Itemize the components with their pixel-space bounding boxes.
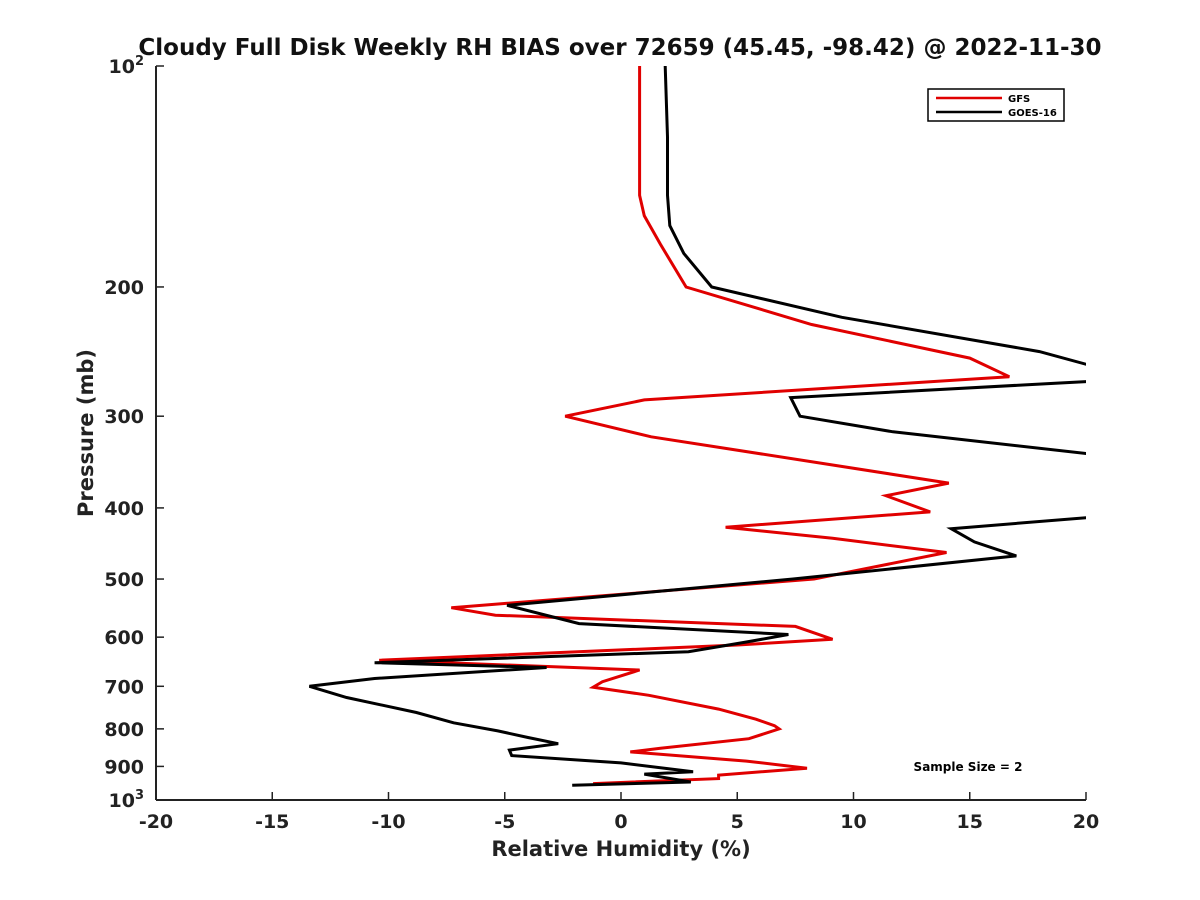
y-tick-label: 900 xyxy=(104,756,144,778)
x-tick-label: 15 xyxy=(957,811,983,833)
x-axis-label: Relative Humidity (%) xyxy=(491,837,750,861)
y-tick-label: 200 xyxy=(104,277,144,299)
chart-title: Cloudy Full Disk Weekly RH BIAS over 726… xyxy=(138,35,1101,61)
y-tick-label: 500 xyxy=(104,569,144,591)
legend: GFS GOES-16 xyxy=(927,88,1065,122)
y-tick-label: 800 xyxy=(104,719,144,741)
y-tick-label: 600 xyxy=(104,627,144,649)
legend-label: GFS xyxy=(1008,94,1030,105)
y-axis-label: Pressure (mb) xyxy=(74,349,98,517)
legend-label: GOES-16 xyxy=(1008,108,1057,119)
x-tick-label: 10 xyxy=(840,811,866,833)
series-layer xyxy=(308,65,1086,787)
y-tick-label: 700 xyxy=(104,676,144,698)
legend-box xyxy=(927,88,1065,122)
x-tick-label: -20 xyxy=(139,811,173,833)
x-tick-label: -5 xyxy=(494,811,515,833)
x-tick-label: -10 xyxy=(371,811,405,833)
y-tick-label: 400 xyxy=(104,498,144,520)
sample-size-annotation: Sample Size = 2 xyxy=(914,760,1023,774)
x-tick-label: 0 xyxy=(614,811,627,833)
y-tick-label: 300 xyxy=(104,406,144,428)
y-axis-ticks: 102 200 300 400 500 600 700 800 900 103 xyxy=(104,54,164,812)
x-tick-label: 5 xyxy=(731,811,744,833)
y-tick-label: 102 xyxy=(109,54,145,78)
x-axis-ticks: -20 -15 -10 -5 0 5 10 15 20 xyxy=(139,792,1099,833)
x-tick-label: 20 xyxy=(1073,811,1099,833)
x-tick-label: -15 xyxy=(255,811,289,833)
y-tick-label: 103 xyxy=(109,788,145,812)
series-line-gfs xyxy=(379,66,1010,786)
series-line-goes-16 xyxy=(308,65,1086,787)
